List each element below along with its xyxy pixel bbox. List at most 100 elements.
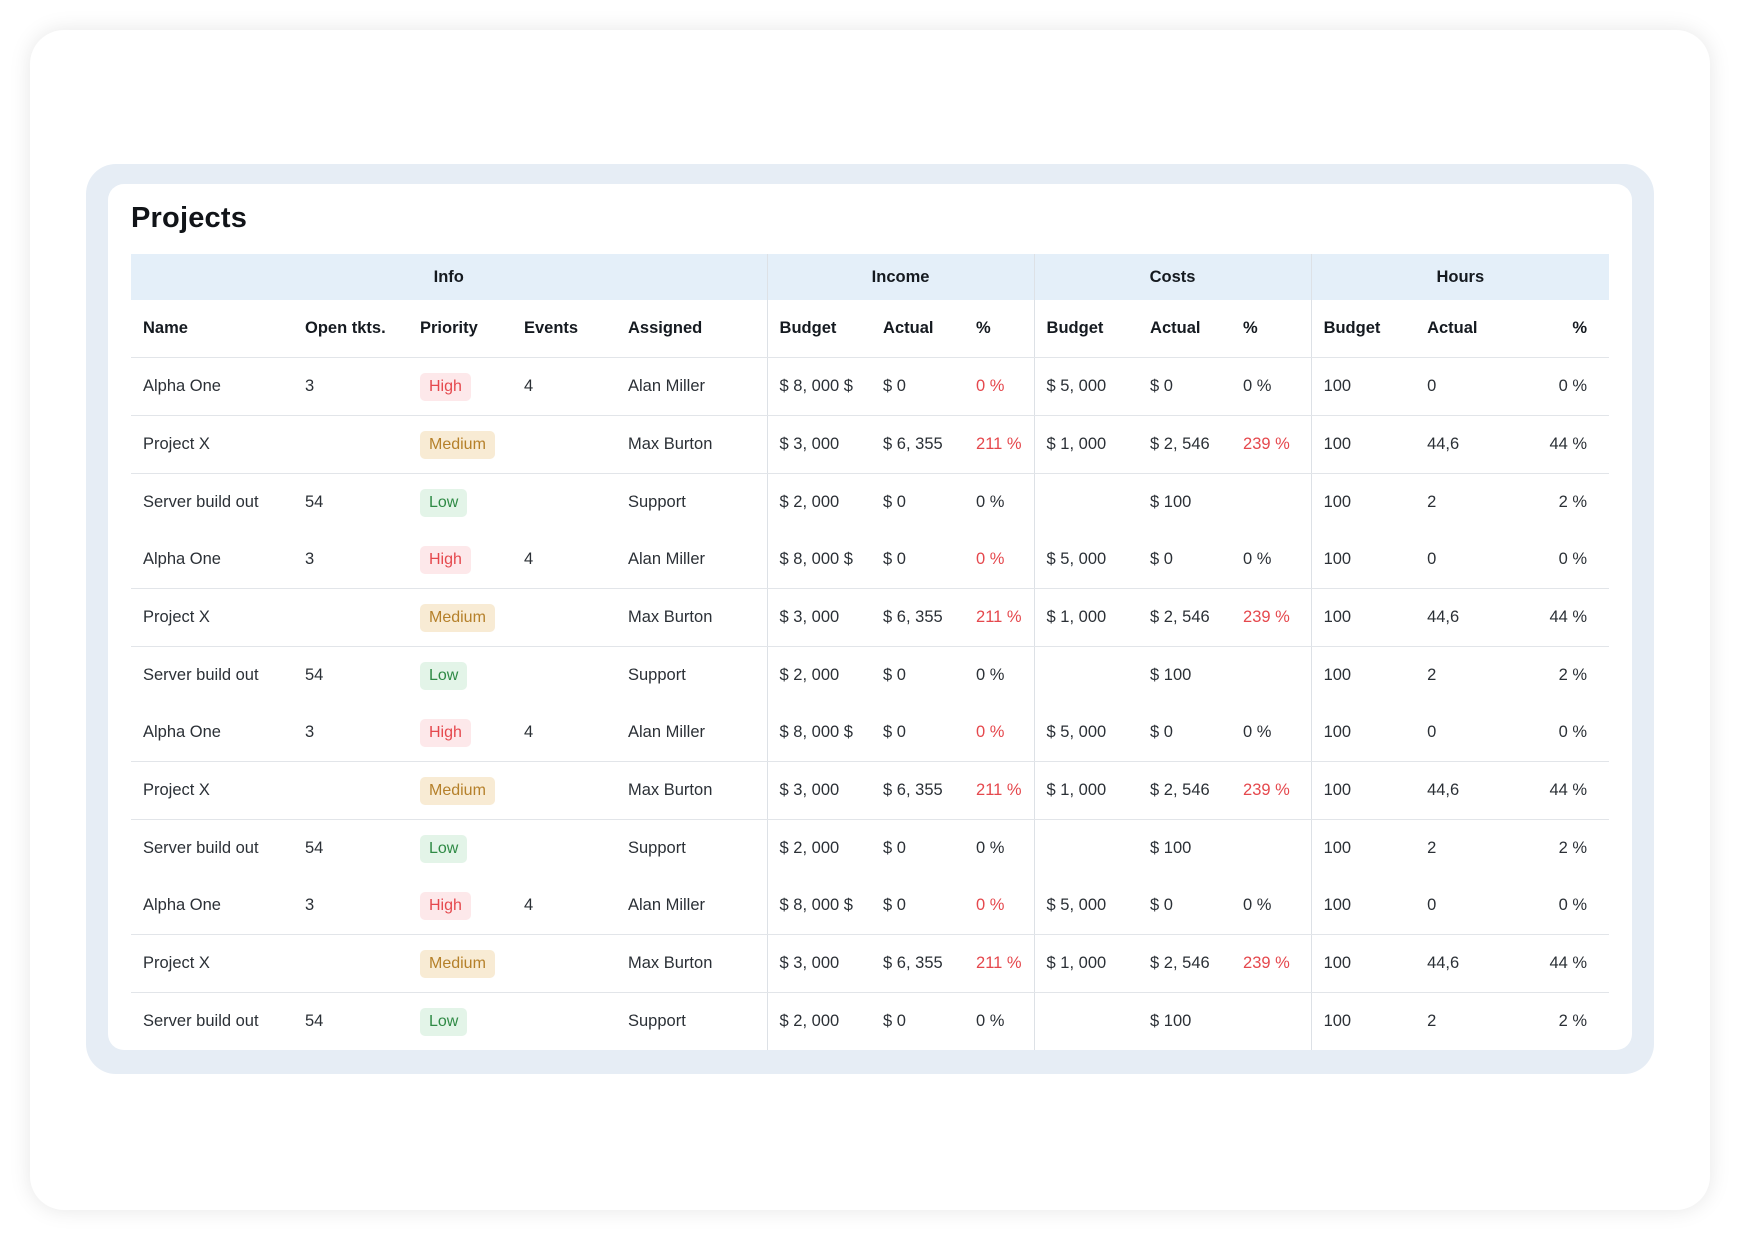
cell-open-tkts: 54	[305, 839, 324, 857]
cell-costs-actual: $ 100	[1150, 839, 1192, 857]
col-header-events[interactable]: Events	[512, 300, 616, 358]
cell-income-pct: 0 %	[964, 531, 1035, 589]
cell-costs-budget: $ 5, 000	[1033, 357, 1139, 416]
cell-costs-pct	[1231, 474, 1311, 532]
priority-badge: Medium	[420, 949, 495, 978]
cell-name: Server build out	[143, 493, 259, 511]
cell-priority: High	[408, 877, 512, 935]
cell-costs-pct: 239 %	[1231, 761, 1312, 820]
page-title: Projects	[131, 202, 248, 234]
cell-open-tkts: 54	[305, 493, 324, 511]
cell-income-pct: 211 %	[964, 934, 1035, 993]
priority-badge: High	[420, 372, 471, 401]
cell-open-tkts: 3	[293, 531, 408, 589]
col-header-name[interactable]: Name	[131, 300, 293, 358]
cell-name: Server build out	[143, 666, 259, 684]
cell-income-budget: $ 3, 000	[766, 588, 872, 647]
cell-income-actual: $ 0	[883, 839, 906, 857]
cell-income-budget: $ 8, 000 $	[766, 357, 872, 416]
cell-income-pct: 0 %	[964, 357, 1035, 416]
table-row[interactable]: Project X Medium Max Burton $ 3, 000 $ 6, 35…	[131, 415, 1610, 474]
cell-hours-budget: 100	[1310, 473, 1416, 531]
cell-costs-pct: 239 %	[1231, 415, 1312, 474]
cell-income-budget: $ 8, 000 $	[766, 704, 872, 762]
col-header-costs-pct[interactable]: %	[1231, 300, 1312, 358]
table-row[interactable]: Project X Medium Max Burton $ 3, 000 $ 6, 35…	[131, 934, 1610, 993]
cell-income-pct: 0 %	[964, 704, 1035, 762]
cell-hours-actual: 2	[1427, 1012, 1437, 1030]
cell-assigned: Alan Miller	[616, 531, 768, 589]
table-row[interactable]: Server build out 54 Low Support $ 2, 000 $ 0 0…	[131, 473, 1609, 532]
col-header-costs-actual[interactable]: Actual	[1138, 300, 1232, 358]
cell-hours-actual: 0	[1415, 704, 1516, 762]
cell-hours-pct: 44 %	[1515, 934, 1610, 993]
cell-income-budget: $ 3, 000	[766, 934, 872, 993]
table-row[interactable]: Server build out 54 Low Support $ 2, 000 $ 0 0…	[131, 819, 1609, 877]
col-header-open-tkts[interactable]: Open tkts.	[293, 300, 408, 358]
cell-assigned: Support	[628, 666, 686, 684]
priority-badge: Medium	[420, 430, 495, 459]
group-header-costs: Costs	[1033, 254, 1312, 300]
col-header-hours-pct[interactable]: %	[1515, 300, 1610, 358]
cell-costs-budget: $ 1, 000	[1033, 934, 1139, 993]
col-header-income-actual[interactable]: Actual	[871, 300, 965, 358]
cell-costs-budget: $ 1, 000	[1033, 415, 1139, 474]
cell-costs-actual: $ 100	[1150, 666, 1192, 684]
cell-costs-pct: 239 %	[1231, 934, 1312, 993]
cell-name: Alpha One	[131, 357, 293, 416]
table-row[interactable]: Server build out 54 Low Support $ 2, 000 $ 0 0…	[131, 992, 1609, 1050]
priority-badge: High	[420, 891, 471, 920]
cell-costs-budget: $ 5, 000	[1033, 877, 1139, 935]
cell-assigned: Max Burton	[616, 415, 768, 474]
cell-hours-budget: 100	[1310, 415, 1416, 474]
cell-hours-budget: 100	[1310, 588, 1416, 647]
col-header-hours-budget[interactable]: Budget	[1310, 300, 1416, 358]
cell-name: Project X	[131, 415, 293, 474]
col-header-income-pct[interactable]: %	[964, 300, 1035, 358]
cell-hours-budget: 100	[1310, 992, 1416, 1050]
cell-open-tkts	[293, 934, 408, 993]
cell-costs-pct	[1231, 647, 1311, 705]
col-header-costs-budget[interactable]: Budget	[1033, 300, 1139, 358]
table-row[interactable]: Project X Medium Max Burton $ 3, 000 $ 6, 35…	[131, 761, 1610, 820]
cell-income-pct: 0 %	[964, 877, 1035, 935]
table-row[interactable]: Project X Medium Max Burton $ 3, 000 $ 6, 35…	[131, 588, 1610, 647]
cell-income-pct: 0 %	[976, 1012, 1005, 1030]
cell-events: 4	[512, 877, 616, 935]
group-header-hours: Hours	[1310, 254, 1610, 300]
cell-hours-actual: 2	[1427, 493, 1437, 511]
col-header-assigned[interactable]: Assigned	[616, 300, 768, 358]
cell-open-tkts: 3	[293, 704, 408, 762]
cell-hours-budget: 100	[1310, 531, 1416, 589]
cell-costs-actual: $ 0	[1138, 704, 1232, 762]
cell-income-actual: $ 0	[883, 1012, 906, 1030]
cell-priority: High	[408, 357, 512, 416]
col-header-income-budget[interactable]: Budget	[766, 300, 872, 358]
cell-income-pct: 0 %	[976, 493, 1005, 511]
cell-costs-budget: $ 1, 000	[1033, 588, 1139, 647]
cell-events	[512, 761, 616, 820]
col-header-hours-actual[interactable]: Actual	[1415, 300, 1516, 358]
cell-open-tkts: 54	[305, 666, 324, 684]
table-row[interactable]: Server build out 54 Low Support $ 2, 000 $ 0 0…	[131, 646, 1609, 705]
cell-income-pct: 211 %	[964, 415, 1035, 474]
col-header-priority[interactable]: Priority	[408, 300, 512, 358]
cell-events	[512, 474, 616, 532]
cell-priority: Medium	[408, 761, 512, 820]
cell-costs-pct: 0 %	[1231, 531, 1312, 589]
cell-name: Project X	[131, 761, 293, 820]
cell-name: Alpha One	[131, 877, 293, 935]
cell-hours-pct: 44 %	[1515, 761, 1610, 820]
cell-hours-actual: 44,6	[1415, 588, 1516, 647]
cell-events	[512, 647, 616, 705]
cell-events: 4	[512, 357, 616, 416]
cell-income-budget: $ 2, 000	[766, 646, 872, 704]
cell-income-budget: $ 8, 000 $	[766, 877, 872, 935]
cell-assigned: Alan Miller	[616, 704, 768, 762]
cell-income-actual: $ 0	[871, 877, 965, 935]
